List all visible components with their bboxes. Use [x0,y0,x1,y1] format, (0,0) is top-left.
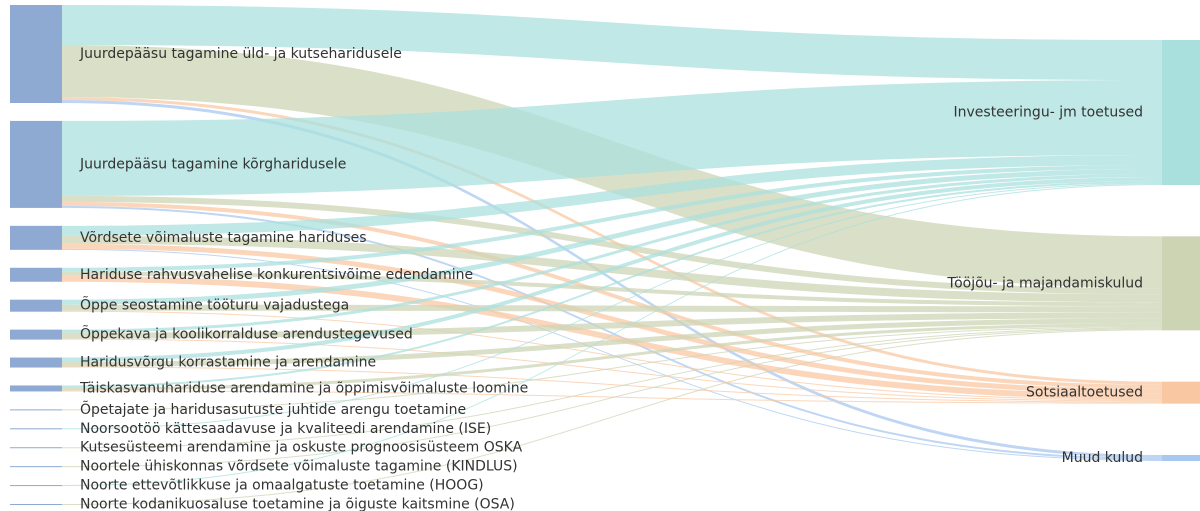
flow-link [62,326,1162,411]
flow-link [62,177,1162,362]
target-node [1162,40,1200,185]
target-node [1162,455,1200,461]
flow-link [62,5,1162,80]
flow-link [62,181,1162,388]
links [62,5,1162,505]
flow-link [62,201,1162,389]
source-label: Noortele ühiskonnas võrdsete võimaluste … [80,459,518,475]
flow-link [62,165,1162,272]
flow-link [62,248,1162,461]
flow-link [62,338,1162,402]
source-node [10,385,62,392]
source-node [10,357,62,368]
flow-link [62,329,1162,505]
source-node [10,329,62,340]
source-label: Õppekava ja koolikorralduse arendustegev… [80,326,413,343]
source-label: Õpetajate ja haridusasutuste juhtide are… [80,401,466,418]
source-label: Noorte ettevõtlikkuse ja omaalgatuste to… [80,478,484,494]
flow-link [62,275,1162,400]
source-node [10,466,62,468]
flow-link [62,323,1162,391]
source-node [10,409,62,411]
labels: Juurdepääsu tagamine üld- ja kutseharidu… [79,46,1143,511]
flow-link [62,183,1162,430]
source-label: Juurdepääsu tagamine üld- ja kutseharidu… [79,46,402,62]
source-node [10,299,62,312]
flow-link [62,366,1162,403]
flow-link [62,328,1162,468]
source-label: Õppe seostamine tööturu vajadustega [80,297,349,314]
target-label: Tööjõu- ja majandamiskulud [946,275,1143,291]
source-label: Haridusvõrgu korrastamine ja arendamine [80,355,376,371]
source-node [10,5,62,103]
flow-link [62,195,1162,295]
source-label: Noorsootöö kättesaadavuse ja kvaliteedi … [80,421,491,437]
flow-link [62,80,1162,196]
source-label: Noorte kodanikuosaluse toetamine ja õigu… [80,497,515,511]
flow-link [62,169,1162,305]
source-label: Kutsesüsteemi arendamine ja oskuste prog… [80,440,523,456]
flow-link [62,155,1162,236]
source-node [10,504,62,505]
source-label: Võrdsete võimaluste tagamine hariduses [80,230,367,246]
flow-link [62,271,1162,307]
flow-link [62,97,1162,385]
source-node [10,267,62,282]
source-node [10,428,62,430]
flow-link [62,304,1162,313]
source-label: Juurdepääsu tagamine kõrgharidusele [79,156,346,172]
target-label: Investeeringu- jm toetused [954,105,1144,121]
flow-link [62,243,1162,394]
target-node [1162,236,1200,331]
flow-link [62,100,1162,458]
target-label: Muud kulud [1062,450,1143,466]
flow-link [62,184,1162,487]
source-label: Täiskasvanuhariduse arendamine ja õppimi… [79,380,528,396]
flow-link [62,390,1162,404]
flow-link [62,205,1162,460]
flow-link [62,174,1162,333]
flow-link [62,318,1162,367]
target-node [1162,381,1200,404]
target-label: Sotsiaaltoetused [1026,385,1143,401]
source-node [10,120,62,208]
source-node [10,225,62,250]
flow-link [62,327,1162,449]
source-node [10,485,62,487]
flow-link [62,312,1162,339]
nodes [10,5,1200,505]
source-node [10,447,62,449]
source-label: Hariduse rahvusvahelise konkurentsivõime… [80,267,473,283]
